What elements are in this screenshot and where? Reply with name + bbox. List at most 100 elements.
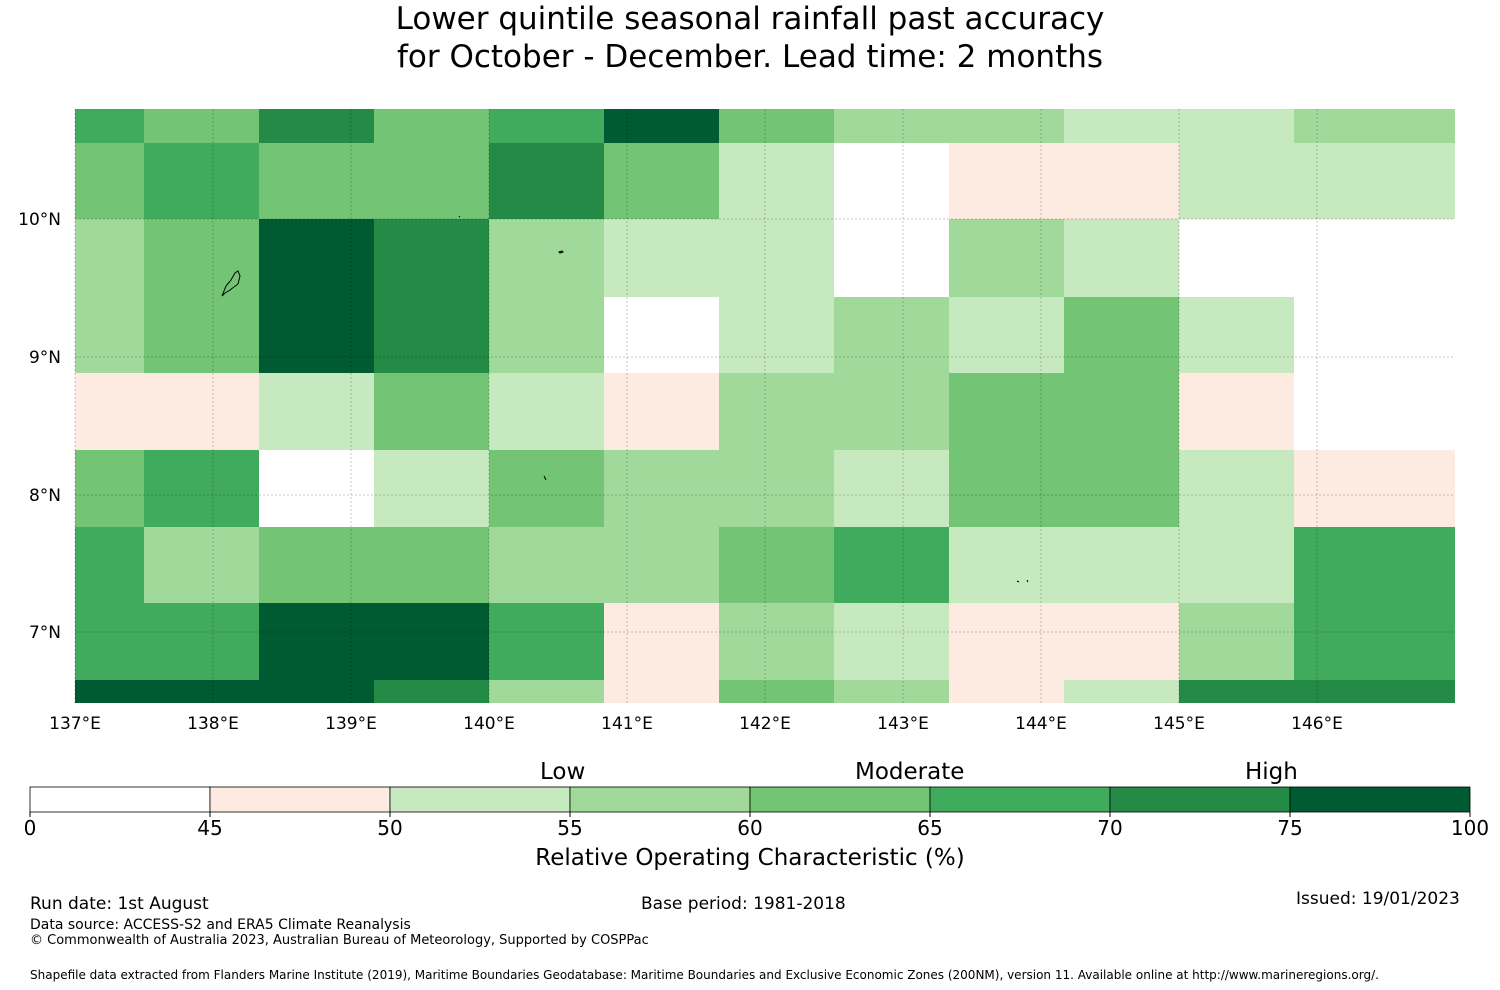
grid-cell bbox=[374, 603, 489, 680]
grid-cell bbox=[144, 527, 259, 603]
grid-cell bbox=[489, 527, 604, 603]
grid-cell bbox=[834, 297, 949, 373]
grid-cell bbox=[1294, 603, 1409, 680]
grid-cell bbox=[1409, 219, 1455, 297]
grid-cell bbox=[259, 219, 374, 297]
grid-cell bbox=[1064, 603, 1179, 680]
colorbar-axis-label: Relative Operating Characteristic (%) bbox=[535, 845, 965, 871]
grid-cell bbox=[374, 450, 489, 527]
colorbar-tick-label: 45 bbox=[197, 816, 222, 840]
grid-cell bbox=[144, 450, 259, 527]
grid-cell bbox=[259, 680, 374, 703]
grid-cell bbox=[719, 603, 834, 680]
grid-cell bbox=[1179, 680, 1294, 703]
grid-cell bbox=[1179, 109, 1294, 143]
grid-cell bbox=[604, 219, 719, 297]
grid-cell bbox=[75, 219, 144, 297]
grid-cell bbox=[1409, 109, 1455, 143]
grid-cell bbox=[719, 109, 834, 143]
grid-cell bbox=[259, 297, 374, 373]
colorbar-segment bbox=[389, 786, 571, 813]
grid-cell bbox=[259, 450, 374, 527]
grid-cell bbox=[374, 297, 489, 373]
grid-cell bbox=[1064, 109, 1179, 143]
colorbar-segment bbox=[1289, 786, 1471, 813]
grid-cell bbox=[1064, 297, 1179, 373]
grid-cell bbox=[1409, 373, 1455, 450]
grid-cell bbox=[1294, 143, 1409, 219]
longitude-tick-label: 145°E bbox=[1153, 714, 1205, 734]
colorbar-segment bbox=[209, 786, 391, 813]
grid-cell bbox=[259, 109, 374, 143]
colorbar-tick-labels: 0 45 50 55 60 65 70 75 100 bbox=[24, 812, 1489, 840]
grid-cell bbox=[1179, 373, 1294, 450]
grid-cell bbox=[1409, 680, 1455, 703]
grid-cell bbox=[1294, 450, 1409, 527]
colorbar-tick-label: 70 bbox=[1097, 816, 1122, 840]
grid-cell bbox=[719, 450, 834, 527]
accuracy-grid bbox=[75, 109, 1455, 703]
grid-cell bbox=[144, 603, 259, 680]
copyright-notice: © Commonwealth of Australia 2023, Austra… bbox=[30, 933, 649, 948]
grid-cell bbox=[75, 373, 144, 450]
issued-date: Issued: 19/01/2023 bbox=[1296, 889, 1460, 909]
grid-cell bbox=[75, 527, 144, 603]
grid-cell bbox=[374, 109, 489, 143]
colorbar-segment bbox=[569, 786, 751, 813]
grid-cell bbox=[1064, 219, 1179, 297]
grid-cell bbox=[949, 603, 1064, 680]
grid-cell bbox=[1294, 680, 1409, 703]
category-label-low: Low bbox=[540, 759, 586, 785]
colorbar-tick-label: 0 bbox=[24, 816, 37, 840]
grid-cell bbox=[1179, 297, 1294, 373]
base-period: Base period: 1981-2018 bbox=[641, 894, 846, 914]
grid-cell bbox=[489, 219, 604, 297]
map-title-line-1: Lower quintile seasonal rainfall past ac… bbox=[395, 1, 1105, 37]
grid-cell bbox=[144, 143, 259, 219]
latitude-tick-label: 9°N bbox=[29, 348, 61, 368]
grid-cell bbox=[1294, 219, 1409, 297]
grid-cell bbox=[374, 373, 489, 450]
grid-cell bbox=[1064, 450, 1179, 527]
grid-cell bbox=[834, 603, 949, 680]
grid-cell bbox=[1409, 527, 1455, 603]
colorbar-tick-label: 65 bbox=[917, 816, 942, 840]
grid-cell bbox=[1064, 527, 1179, 603]
grid-cell bbox=[489, 373, 604, 450]
grid-cell bbox=[144, 109, 259, 143]
grid-cell bbox=[75, 603, 144, 680]
latitude-tick-labels: 10°N 9°N 8°N 7°N bbox=[18, 210, 61, 643]
grid-cell bbox=[75, 680, 144, 703]
grid-cell bbox=[144, 297, 259, 373]
grid-cell bbox=[604, 527, 719, 603]
grid-cell bbox=[1064, 143, 1179, 219]
island-woleai bbox=[543, 475, 547, 481]
longitude-tick-label: 142°E bbox=[739, 714, 791, 734]
island-outlines bbox=[221, 215, 1029, 583]
grid-cell bbox=[949, 219, 1064, 297]
colorbar-tick-label: 60 bbox=[737, 816, 762, 840]
longitude-tick-label: 138°E bbox=[187, 714, 239, 734]
grid-cell bbox=[949, 450, 1064, 527]
island-reef-1 bbox=[1016, 580, 1020, 583]
category-label-moderate: Moderate bbox=[855, 759, 965, 785]
grid-cell bbox=[75, 297, 144, 373]
colorbar-segment bbox=[1109, 786, 1291, 813]
grid-cell bbox=[949, 680, 1064, 703]
grid-cell bbox=[1294, 297, 1409, 373]
colorbar-segment bbox=[749, 786, 931, 813]
longitude-tick-label: 146°E bbox=[1291, 714, 1343, 734]
data-source: Data source: ACCESS-S2 and ERA5 Climate … bbox=[30, 917, 411, 933]
colorbar-tick-label: 75 bbox=[1277, 816, 1302, 840]
grid-cell bbox=[1294, 527, 1409, 603]
grid-cell bbox=[719, 527, 834, 603]
colorbar-tick-label: 50 bbox=[377, 816, 402, 840]
grid-cell bbox=[604, 450, 719, 527]
grid-cell bbox=[1179, 143, 1294, 219]
longitude-tick-label: 141°E bbox=[601, 714, 653, 734]
latitude-tick-label: 10°N bbox=[18, 210, 61, 230]
grid-cell bbox=[1294, 373, 1409, 450]
grid-cell bbox=[949, 527, 1064, 603]
grid-cell bbox=[834, 219, 949, 297]
